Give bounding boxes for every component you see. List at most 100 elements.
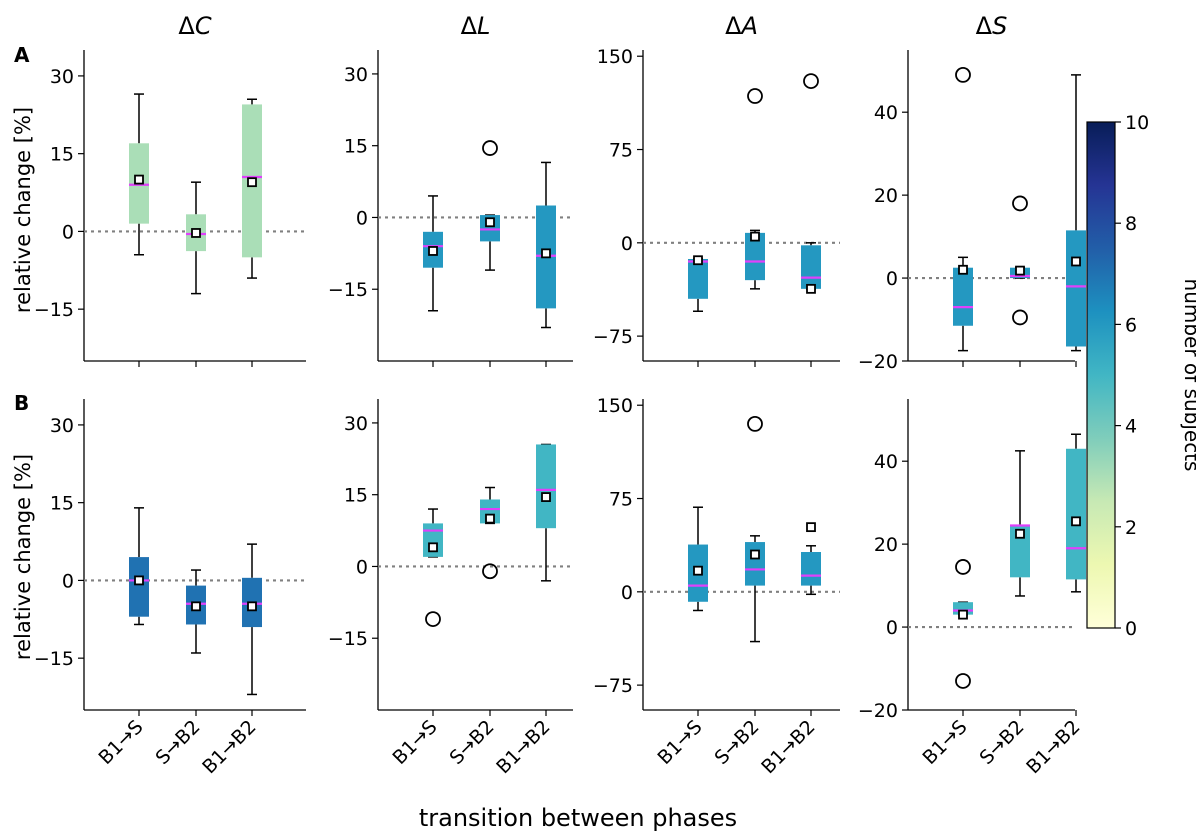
y-tick-label: 0 — [621, 582, 633, 604]
panel-title: ΔS — [976, 12, 1008, 40]
panel-2: −15 0 15 30 ΔL — [328, 12, 573, 367]
mean-marker — [428, 246, 438, 256]
mean-marker — [806, 522, 816, 533]
y-tick-label: 0 — [356, 556, 368, 578]
mean-marker — [750, 549, 760, 560]
colorbar-tick-label: 8 — [1125, 213, 1137, 235]
y-tick-label: −15 — [34, 299, 74, 321]
box-B1-to-S: B1→S — [94, 507, 149, 769]
colorbar-tick-label: 0 — [1125, 618, 1137, 640]
outlier-point — [425, 611, 441, 627]
x-tick-label: B1→B2 — [757, 716, 819, 778]
x-tick-label: B1→B2 — [1022, 716, 1084, 778]
mean-marker — [958, 609, 968, 620]
y-tick-label: 0 — [886, 268, 898, 290]
y-tick-label: 15 — [50, 144, 74, 166]
box-B1-to-S: B1→S — [653, 506, 708, 769]
outlier-point — [955, 559, 971, 575]
colorbar-label: number of subjects — [1180, 279, 1196, 472]
box-B1-to-B2 — [801, 73, 821, 367]
iqr-box — [953, 267, 973, 326]
colorbar-tick-label: 10 — [1125, 112, 1149, 134]
y-tick-label: 30 — [344, 413, 368, 435]
mean-marker — [693, 255, 703, 266]
y-tick-label: 0 — [621, 233, 633, 255]
x-tick-label: B1→S — [918, 716, 971, 769]
panel-title: ΔC — [178, 12, 211, 40]
iqr-box — [1010, 525, 1030, 578]
iqr-box — [801, 245, 821, 289]
box-B1-to-B2 — [242, 98, 262, 367]
outlier-point — [482, 563, 498, 580]
panel-title: ΔA — [725, 12, 758, 40]
y-tick-label: −20 — [858, 700, 898, 722]
box-S-to-B2 — [480, 140, 500, 367]
iqr-box — [745, 232, 765, 281]
colorbar-tick-label: 4 — [1125, 416, 1137, 438]
mean-marker — [958, 264, 968, 275]
y-tick-label: 0 — [62, 221, 74, 243]
mean-marker — [541, 248, 551, 259]
x-tick-label: S→B2 — [975, 716, 1028, 769]
box-B1-to-B2: B1→B2 — [492, 443, 556, 778]
panel-4: −20 0 20 40 ΔS — [858, 12, 1086, 373]
panels: −1501530ΔC−1501530ΔL−75075150ΔA−2002040Δ… — [34, 12, 1086, 778]
mean-marker — [541, 492, 551, 502]
iqr-box — [129, 557, 149, 617]
y-axis-label-row-b: relative change [%] — [11, 454, 35, 660]
box-S-to-B2 — [1010, 195, 1030, 367]
mean-marker — [247, 601, 257, 612]
row-label-b: B — [14, 391, 29, 415]
mean-marker — [750, 231, 760, 242]
box-B1-to-S — [688, 255, 708, 367]
y-tick-label: 15 — [344, 136, 368, 158]
box-B1-to-B2 — [1066, 74, 1086, 367]
outlier-point — [955, 66, 971, 83]
y-tick-label: 75 — [609, 489, 633, 511]
y-tick-label: 15 — [50, 493, 74, 515]
y-tick-label: −15 — [328, 279, 368, 301]
y-tick-label: −15 — [328, 628, 368, 650]
mean-marker — [247, 177, 257, 188]
iqr-box — [688, 258, 708, 299]
box-B1-to-B2: B1→B2 — [757, 522, 821, 778]
x-tick-label: B1→S — [653, 716, 706, 769]
y-tick-label: −15 — [34, 648, 74, 670]
x-tick-label: S→B2 — [710, 716, 763, 769]
mean-marker — [428, 542, 438, 553]
y-tick-label: 0 — [62, 570, 74, 592]
colorbar-tick-label: 2 — [1125, 517, 1137, 539]
y-tick-label: 20 — [874, 534, 898, 556]
x-tick-label: B1→B2 — [492, 716, 554, 778]
mean-marker — [806, 283, 816, 294]
y-tick-label: 20 — [874, 185, 898, 207]
iqr-box — [801, 552, 821, 586]
outlier-point — [803, 73, 819, 89]
box-S-to-B2: S→B2 — [445, 486, 500, 769]
box-S-to-B2: S→B2 — [151, 569, 206, 769]
box-S-to-B2: S→B2 — [710, 415, 765, 769]
mean-marker — [1015, 265, 1025, 276]
y-tick-label: 150 — [597, 395, 633, 417]
y-tick-label: 0 — [356, 207, 368, 229]
x-tick-label: B1→S — [388, 716, 441, 769]
y-axis-label-row-a: relative change [%] — [11, 107, 35, 313]
iqr-box — [1066, 448, 1086, 580]
mean-marker — [191, 228, 201, 238]
y-tick-label: 40 — [874, 102, 898, 124]
box-B1-to-S: B1→S — [388, 508, 443, 769]
x-tick-label: S→B2 — [445, 716, 498, 769]
y-tick-label: 150 — [597, 46, 633, 68]
y-tick-label: 40 — [874, 451, 898, 473]
y-tick-label: 30 — [344, 64, 368, 86]
y-tick-label: −75 — [593, 326, 633, 348]
outlier-point — [747, 88, 763, 104]
box-S-to-B2: S→B2 — [975, 450, 1030, 769]
y-tick-label: −75 — [593, 675, 633, 697]
iqr-box — [536, 444, 556, 529]
outlier-point — [482, 140, 498, 156]
